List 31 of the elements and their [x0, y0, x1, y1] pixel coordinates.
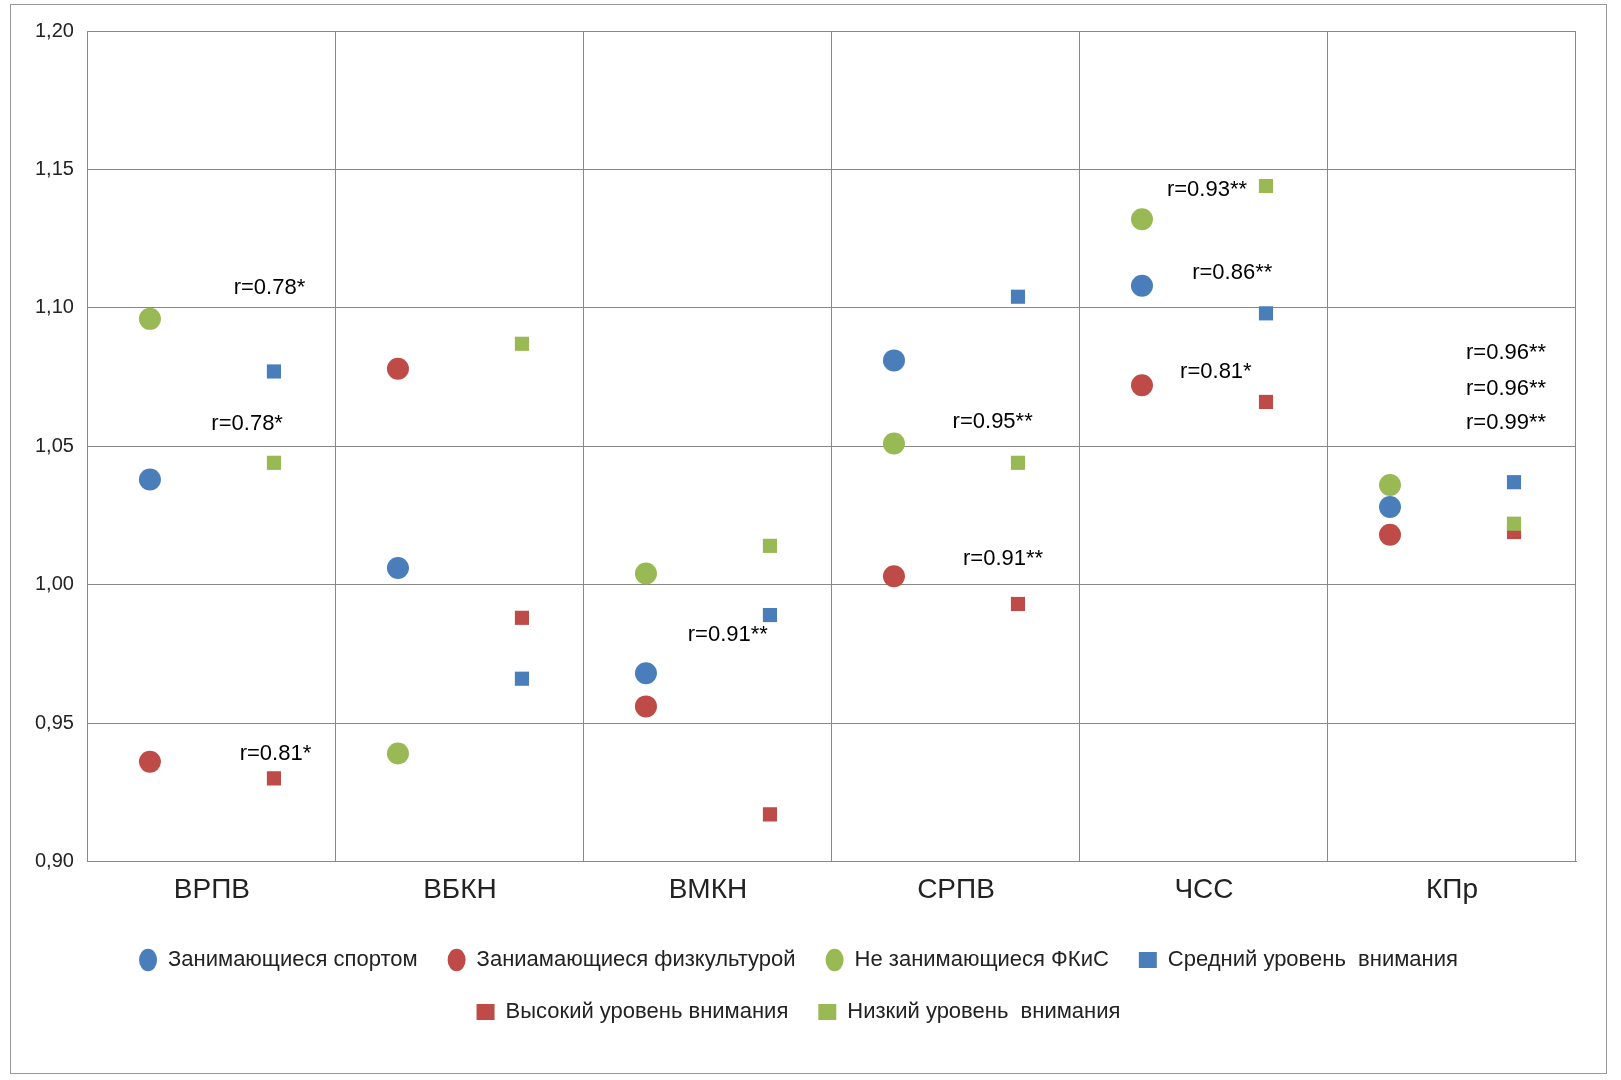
annotation: r=0.95**: [952, 408, 1034, 434]
annotation: r=0.96**: [1466, 374, 1547, 400]
x-tick-label: ВРПВ: [173, 872, 251, 904]
legend-label: Заниамающиеся физкультурой: [476, 946, 796, 972]
y-tick-label: 1,05: [34, 433, 74, 456]
annotation: r=0.93**: [1166, 176, 1248, 202]
annotation: r=0.96**: [1466, 339, 1547, 365]
y-tick-label: 0,95: [34, 710, 74, 733]
legend-label: Занимающиеся спортом: [168, 946, 418, 972]
y-tick-label: 0,90: [34, 848, 74, 871]
y-tick-label: 1,15: [34, 156, 74, 179]
x-tick-label: СРПВ: [917, 872, 995, 904]
annotation: r=0.78*: [211, 409, 284, 435]
annotation: r=0.99**: [1466, 409, 1547, 435]
annotation: r=0.86**: [1192, 258, 1273, 284]
legend-label: Низкий уровень внимания: [847, 998, 1121, 1024]
annotation: r=0.81*: [1180, 358, 1253, 384]
x-tick-label: ВМКН: [668, 872, 748, 904]
annotation: r=0.91**: [963, 545, 1044, 571]
y-tick-label: 1,10: [34, 295, 74, 318]
annotation: r=0.78*: [233, 273, 306, 299]
y-tick-label: 1,00: [34, 572, 74, 595]
x-tick-label: ЧСС: [1174, 872, 1234, 904]
x-tick-label: КПр: [1425, 872, 1478, 904]
annotation: r=0.81*: [239, 739, 312, 765]
y-tick-label: 1,20: [34, 18, 74, 41]
legend-label: Высокий уровень внимания: [505, 998, 789, 1024]
legend-label: Средний уровень внимания: [1167, 946, 1458, 972]
legend-label: Не занимающиеся ФКиС: [854, 946, 1109, 972]
x-tick-label: ВБКН: [423, 872, 497, 904]
annotation: r=0.91**: [687, 620, 769, 646]
